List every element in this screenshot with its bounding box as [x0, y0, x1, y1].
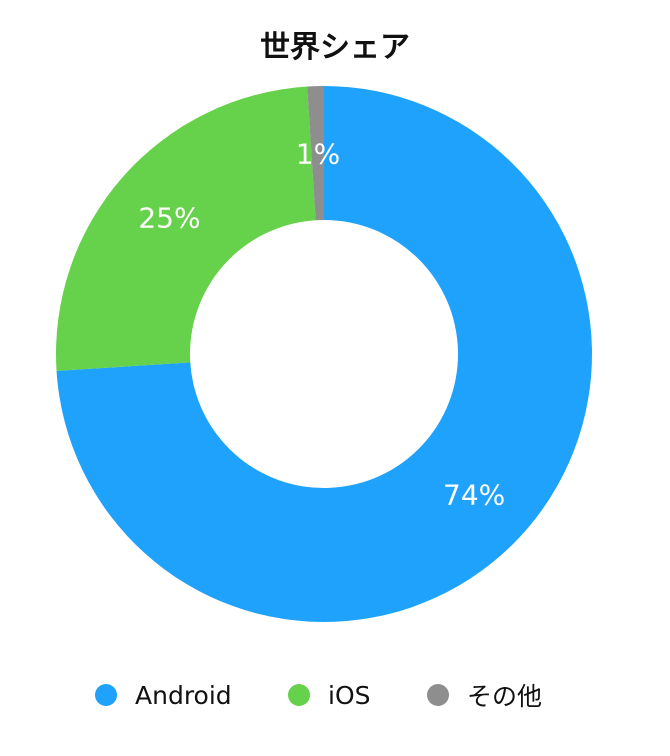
- legend-swatch-android: [95, 684, 117, 706]
- legend-label-android: Android: [135, 680, 232, 710]
- chart-title: 世界シェア: [260, 30, 410, 65]
- slice-android: [56, 86, 593, 622]
- legend-label-ios: iOS: [328, 680, 371, 710]
- slice-label-ios: 25%: [138, 201, 200, 234]
- legend-label-other: その他: [467, 682, 543, 711]
- slice-label-android: 74%: [443, 479, 505, 512]
- legend-item-ios: iOS: [288, 675, 371, 715]
- slice-label-other: 1%: [296, 138, 340, 171]
- legend: Android iOS その他: [0, 675, 670, 715]
- slice-other: [307, 86, 324, 221]
- legend-swatch-other: [427, 684, 449, 706]
- slice-ios: [55, 86, 316, 371]
- legend-item-other: その他: [427, 675, 542, 715]
- legend-item-android: Android: [95, 675, 232, 715]
- legend-swatch-ios: [288, 684, 310, 706]
